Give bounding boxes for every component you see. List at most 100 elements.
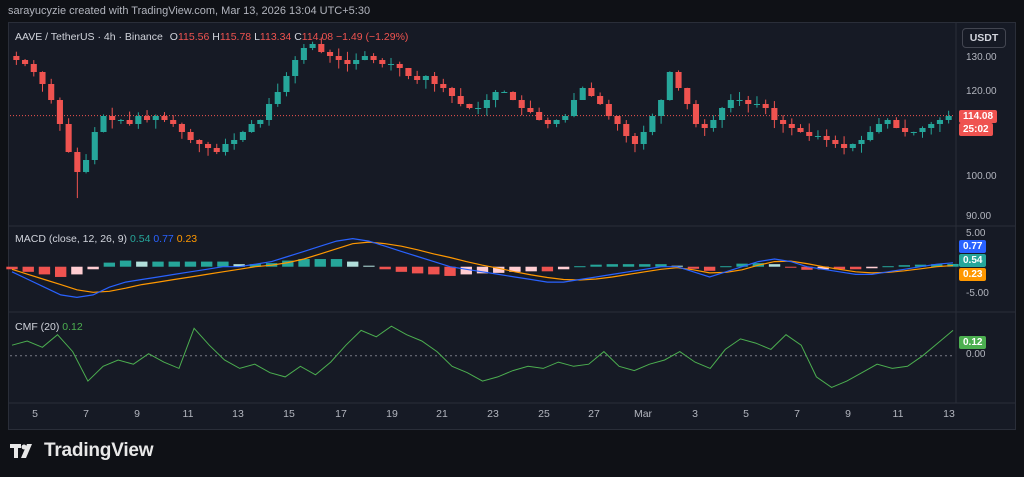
brand-name: TradingView (44, 440, 154, 461)
macd-histogram-bar (428, 266, 440, 275)
x-tick-label: 7 (83, 408, 89, 420)
macd-histogram-bar (525, 266, 537, 272)
high-value: 115.78 (219, 31, 252, 43)
candle-body (675, 72, 682, 88)
candle-body (492, 92, 499, 100)
candle-body (910, 132, 917, 133)
x-tick-label: 7 (794, 408, 800, 420)
x-tick-label: 11 (182, 408, 194, 420)
candle-body (684, 88, 691, 104)
candle-body (353, 60, 360, 64)
candle-body (231, 140, 238, 144)
macd-histogram-bar (103, 262, 116, 267)
cmf-line (11, 325, 954, 388)
macd-histogram-bar (298, 259, 310, 267)
candle-body (48, 84, 55, 100)
macd-histogram-bar (379, 266, 391, 270)
candle-body (196, 140, 203, 144)
candle-body (170, 120, 177, 124)
macd-tick-5: 5.00 (966, 228, 986, 239)
macd-histogram-bar (817, 266, 829, 270)
x-tick-label: 15 (283, 408, 295, 420)
macd-histogram-bar (168, 261, 180, 267)
candle-body (126, 120, 133, 124)
candle-body (274, 92, 281, 104)
candle-body (379, 60, 386, 64)
tradingview-logo-icon (10, 442, 38, 460)
candle-body (518, 100, 525, 108)
x-tick-label: 13 (943, 408, 955, 420)
candle-body (178, 124, 185, 132)
candle-body (762, 104, 769, 108)
macd-histogram-bar (687, 266, 700, 269)
macd-histogram-bar (411, 266, 424, 274)
cmf-tag: 0.12 (959, 336, 987, 349)
change-value: −1.49 (−1.29%) (336, 31, 409, 43)
macd-histogram-bar (509, 266, 521, 272)
macd-histogram-bar (184, 261, 197, 267)
candle-body (83, 160, 90, 172)
hist-tag: 0.54 (959, 254, 987, 267)
macd-histogram-bar (38, 266, 51, 275)
macd-histogram-bar (833, 266, 846, 270)
candle-body (187, 132, 194, 140)
x-tick-label: 11 (892, 408, 904, 420)
candle-body (692, 104, 700, 124)
price-tick-130: 130.00 (966, 52, 997, 63)
candle-body (475, 108, 482, 109)
macd-histogram-bar (314, 259, 326, 267)
macd-histogram-bar (201, 261, 213, 267)
candle-body (884, 120, 891, 124)
candle-body (431, 76, 438, 84)
cmf-title: CMF (20) (15, 321, 60, 333)
candle-body (300, 48, 307, 60)
macd-histogram-bar (898, 265, 911, 267)
macd-histogram-bar (119, 260, 132, 267)
candle-body (387, 64, 395, 65)
countdown-tag: 25:02 (959, 123, 993, 136)
candle-body (204, 144, 212, 148)
macd-signal-line (11, 241, 954, 293)
candle-body (283, 76, 290, 92)
candle-body (875, 124, 882, 132)
candle-body (248, 124, 255, 132)
candle-body (623, 124, 630, 136)
candle-body (928, 124, 935, 128)
candle-body (562, 116, 569, 120)
candle-body (614, 116, 621, 124)
macd-histogram-bar (233, 264, 245, 267)
close-label: C (294, 31, 302, 43)
candle-body (640, 132, 647, 144)
candle-body (867, 132, 874, 140)
macd-histogram-bar (54, 266, 67, 277)
candle-body (361, 56, 368, 60)
candle-body (719, 108, 726, 120)
x-tick-label: 21 (436, 408, 448, 420)
candle-body (579, 88, 586, 100)
candle-body (65, 124, 72, 152)
candle-body (893, 120, 900, 128)
macd-histogram-bar (136, 261, 148, 267)
macd-histogram-bar (639, 264, 651, 267)
candle-body (222, 144, 229, 152)
currency-button[interactable]: USDT (962, 28, 1006, 48)
macd-histogram-bar (849, 266, 862, 270)
candle-body (501, 92, 508, 93)
macd-histogram-bar (460, 266, 472, 275)
macd-hist-value: 0.54 (129, 233, 151, 245)
macd-histogram-bar (914, 264, 927, 267)
macd-histogram-bar (444, 266, 456, 276)
x-tick-label: 25 (538, 408, 550, 420)
candle-body (135, 116, 142, 124)
signal-tag: 0.23 (959, 268, 987, 281)
macd-histogram-bar (6, 266, 18, 270)
candle-body (292, 60, 299, 76)
candle-body (466, 104, 473, 108)
candle-body (13, 56, 20, 60)
candle-body (736, 100, 743, 101)
candle-body (945, 116, 952, 120)
macd-histogram-bar (363, 265, 375, 267)
brand: TradingView (10, 440, 154, 462)
candle-body (753, 104, 761, 105)
